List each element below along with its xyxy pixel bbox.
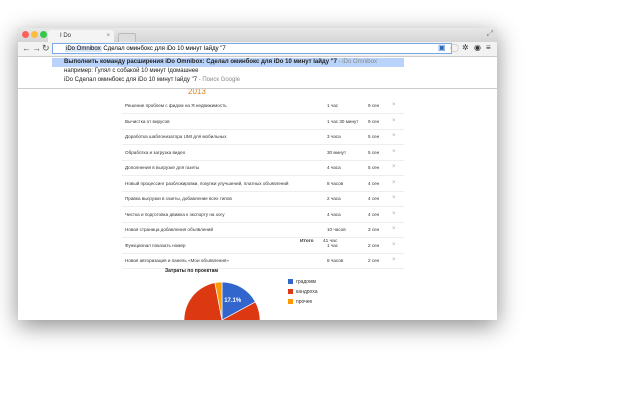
- task-name: Доработка шаблонизатора UMI для мобильны…: [125, 134, 227, 139]
- task-time: 1 час: [327, 103, 339, 108]
- task-date: 5 сен: [368, 134, 380, 139]
- minimize-window-button[interactable]: [31, 31, 38, 38]
- task-row: Чистка и подготовка движка к экспорту на…: [122, 207, 404, 223]
- task-row: Дополнения в выгрузке для газеты 4 часа 5 …: [122, 160, 404, 176]
- task-date: 5 сен: [368, 165, 380, 170]
- suggestion-item[interactable]: iDo Сделал оминбокс для iDo 10 минут Iай…: [64, 77, 241, 83]
- task-time: 10 часов: [327, 227, 346, 232]
- suggestion-item[interactable]: например: Гулял с собакой 10 минут Iдома…: [64, 68, 199, 74]
- page-heading: 2013: [188, 87, 206, 96]
- delete-icon[interactable]: ×: [392, 179, 396, 186]
- task-row: Вычистка от вирусов 1 час 30 минут 9 сен ×: [122, 114, 404, 130]
- legend-item: градомм: [288, 279, 316, 285]
- task-date: 5 сен: [368, 149, 380, 155]
- task-name: Обработка и загрузка видео: [125, 149, 186, 155]
- task-time: 30 минут: [327, 149, 347, 155]
- task-time: 2 часа: [327, 196, 341, 201]
- back-button[interactable]: ←: [22, 43, 31, 53]
- menu-icon[interactable]: ≡: [486, 43, 491, 52]
- legend-label: кандроха: [296, 289, 318, 295]
- task-name: Вычистка от вирусов: [125, 118, 170, 124]
- task-date: 4 сен: [368, 196, 380, 201]
- legend-item: прочее: [288, 299, 312, 305]
- task-date: 2 сен: [368, 258, 380, 263]
- task-time: 1 час: [327, 242, 339, 248]
- reload-button[interactable]: ↻: [42, 43, 50, 53]
- omnibox-suggestions: Выполнить команду расширения iDo Omnibox…: [18, 57, 497, 89]
- task-row: Решение проблем с фидом на Я.недвижимост…: [122, 98, 404, 114]
- delete-icon[interactable]: ×: [392, 210, 396, 217]
- close-tab-icon[interactable]: ×: [106, 33, 110, 39]
- task-date: 2 сен: [368, 242, 380, 248]
- extension-disabled-icon[interactable]: ◯: [450, 43, 459, 52]
- task-name: Новая страница добавления объявлений: [125, 227, 214, 232]
- task-name: Решение проблем с фидом на Я.недвижимост…: [125, 103, 227, 108]
- task-date: 4 сен: [368, 211, 380, 217]
- zoom-window-button[interactable]: [40, 31, 47, 38]
- pie-slice: [214, 281, 223, 320]
- delete-icon[interactable]: ×: [392, 164, 396, 170]
- total-value: 41 час: [323, 239, 338, 244]
- slice-label: 17.1%: [224, 298, 242, 304]
- task-time: 1 час 30 минут: [327, 118, 359, 124]
- delete-icon[interactable]: ×: [392, 148, 396, 155]
- task-date: 9 сен: [368, 103, 380, 108]
- delete-icon[interactable]: ×: [392, 195, 396, 201]
- omnibox-input[interactable]: iDo Omnibox Сделал оминбокс для iDo 10 м…: [52, 43, 452, 54]
- delete-icon[interactable]: ×: [392, 226, 396, 232]
- forward-button[interactable]: →: [32, 43, 41, 53]
- legend-item: кандроха: [288, 289, 318, 295]
- pie-chart: 17.1%: [183, 281, 261, 320]
- tab-bar: I Do × ⤢: [18, 28, 497, 43]
- task-date: 9 сен: [368, 118, 380, 124]
- task-row: Доработка шаблонизатора UMI для мобильны…: [122, 129, 404, 145]
- extension-camera-icon[interactable]: ▣: [438, 43, 446, 52]
- task-name: Дополнения в выгрузке для газеты: [125, 165, 200, 170]
- task-time: 8 часов: [327, 258, 344, 263]
- task-row: Новая авторизация и панель «Мои объявлен…: [122, 253, 404, 269]
- task-row: Функционал показать номер 1 час 2 сен ×: [122, 238, 404, 254]
- browser-window: I Do × ⤢ ← → ↻ iDo Omnibox Сделал оминбок…: [18, 28, 497, 320]
- task-date: 3 сен: [368, 227, 380, 232]
- legend-swatch: [288, 299, 293, 305]
- fullscreen-icon[interactable]: ⤢: [486, 29, 493, 38]
- extension-circle-icon[interactable]: ◉: [474, 43, 481, 52]
- chart-title: Затраты по проектам: [165, 268, 219, 274]
- task-date: 4 сен: [368, 180, 380, 186]
- omnibox-text: Сделал оминбокс для iDo 10 минут Iайду "…: [103, 46, 226, 52]
- settings-gear-icon[interactable]: ✲: [462, 43, 469, 52]
- legend-swatch: [288, 279, 293, 285]
- task-time: 4 часа: [327, 211, 341, 217]
- tab-title: I Do: [60, 33, 72, 39]
- tab-ido[interactable]: I Do ×: [48, 30, 114, 42]
- task-row: Обработка и загрузка видео 30 минут 5 сен ×: [122, 145, 404, 161]
- toolbar: ← → ↻ iDo Omnibox Сделал оминбокс для iD…: [18, 42, 497, 57]
- delete-icon[interactable]: ×: [392, 117, 396, 124]
- suggestion-item[interactable]: Выполнить команду расширения iDo Omnibox…: [52, 58, 404, 67]
- task-name: Функционал показать номер: [125, 242, 186, 248]
- legend-swatch: [288, 289, 293, 295]
- task-name: Правка выгрузки в газеты, добавление все…: [125, 196, 232, 201]
- delete-icon[interactable]: ×: [392, 133, 396, 139]
- pie-slice: [183, 282, 261, 320]
- legend-label: прочее: [296, 299, 313, 305]
- task-time: 8 часов: [327, 180, 344, 186]
- task-row: Новый процессинг разблокировки, покупки …: [122, 176, 404, 192]
- task-time: 4 часа: [327, 165, 341, 170]
- task-row: Новая страница добавления объявлений 10 ч…: [122, 222, 404, 238]
- keyword-chip: iDo Omnibox: [65, 46, 102, 52]
- legend-label: градомм: [296, 279, 316, 285]
- task-row: Правка выгрузки в газеты, добавление все…: [122, 191, 404, 207]
- task-name: Новая авторизация и панель «Мои объявлен…: [125, 258, 229, 263]
- delete-icon[interactable]: ×: [392, 102, 396, 108]
- task-name: Чистка и подготовка движка к экспорту на…: [125, 211, 225, 217]
- total-label: Итого: [300, 239, 314, 244]
- task-time: 3 часа: [327, 134, 341, 139]
- delete-icon[interactable]: ×: [392, 257, 396, 263]
- task-name: Новый процессинг разблокировки, покупки …: [125, 180, 289, 186]
- delete-icon[interactable]: ×: [392, 241, 396, 248]
- close-window-button[interactable]: [22, 31, 29, 38]
